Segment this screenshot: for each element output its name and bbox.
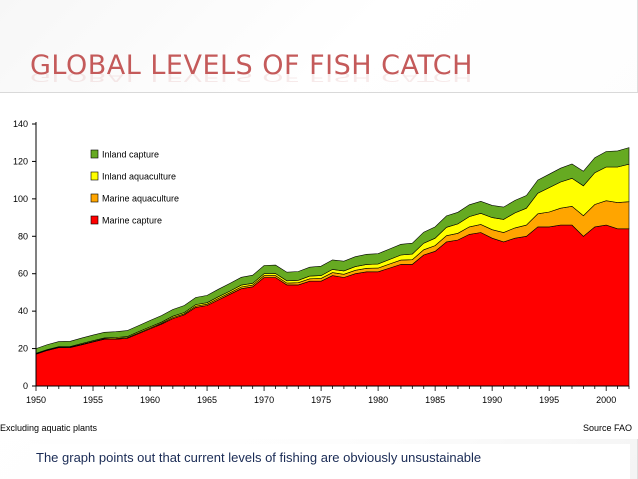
fish-catch-area-chart: 0 20 40 60 80 100 120 140 1950 1955 1960 1965 1970 19… [0, 119, 632, 433]
x-tick-label: 1960 [140, 395, 160, 405]
y-tick-label: 40 [18, 306, 28, 316]
slide-title: GLOBAL LEVELS OF FISH CATCH [30, 50, 473, 81]
x-tick-label: 1990 [482, 395, 502, 405]
x-tick-label: 1985 [425, 395, 445, 405]
y-tick-label: 60 [18, 269, 28, 279]
y-tick-label: 80 [18, 231, 28, 241]
x-tick-label: 2000 [596, 395, 616, 405]
legend-swatch-inland-aquaculture [90, 171, 99, 181]
y-tick-label: 20 [18, 344, 28, 354]
header-divider [0, 92, 638, 93]
y-tick-label: 100 [13, 194, 28, 204]
legend-swatch-marine-capture [90, 215, 99, 225]
x-tick-label: 1980 [368, 395, 388, 405]
chart-panel: 0 20 40 60 80 100 120 140 1950 1955 1960 1965 1970 19… [0, 93, 638, 439]
x-tick-label: 1970 [254, 395, 274, 405]
footnote-left: Excluding aquatic plants [0, 423, 98, 433]
x-tick-label: 1955 [83, 395, 103, 405]
caption-box: The graph points out that current levels… [30, 444, 630, 479]
legend-swatch-marine-aquaculture [90, 193, 99, 203]
y-tick-label: 0 [23, 381, 28, 391]
legend-swatch-inland-capture [90, 149, 99, 159]
slide-caption: The graph points out that current levels… [36, 450, 482, 465]
y-tick-label: 120 [13, 156, 28, 166]
x-tick-label: 1995 [539, 395, 559, 405]
footnote-right: Source FAO [583, 423, 632, 433]
x-tick-label: 1965 [197, 395, 217, 405]
legend-label-marine-aquaculture: Marine aquaculture [102, 194, 179, 204]
legend-label-inland-capture: Inland capture [102, 150, 159, 160]
y-tick-label: 140 [13, 119, 28, 129]
legend-label-marine-capture: Marine capture [102, 216, 162, 226]
x-tick-label: 1950 [26, 395, 46, 405]
area-inland-capture [35, 147, 630, 354]
legend-label-inland-aquaculture: Inland aquaculture [102, 172, 176, 182]
x-tick-label: 1975 [311, 395, 331, 405]
area-marine-capture [35, 224, 630, 387]
